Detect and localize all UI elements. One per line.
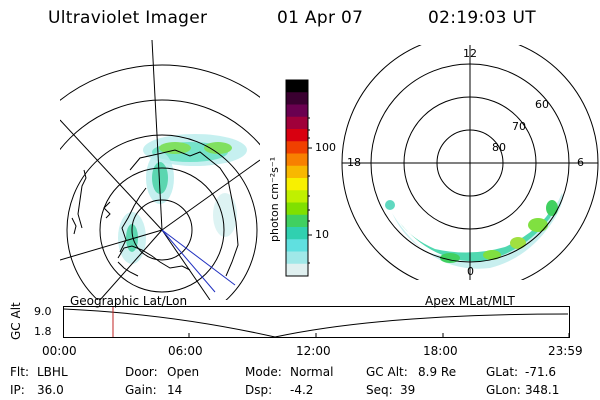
polar-mlt-plot [341,45,599,280]
glon-key: GLon: [486,383,521,397]
colorbar-scale [286,80,308,277]
colorbar-segment [286,141,308,154]
mlat-label-70: 70 [512,120,526,133]
colorbar-segment [286,80,308,93]
antarctic-coast [117,245,191,271]
auroral-oval [385,193,563,269]
geographic-title: Geographic Lat/Lon [70,294,188,308]
colorbar-segment [286,116,308,130]
colorbar-segment [286,153,308,167]
ip-key: IP: [10,383,25,397]
mlat-label-60: 60 [535,98,549,111]
gain-key: Gain: [125,383,157,397]
colorbar-tick-100: 100 [315,141,336,154]
latitude-circles [60,64,260,300]
colorbar-segment [286,178,308,191]
colorbar [285,79,312,277]
gc-alt-axis-label: GC Alt [9,302,23,340]
colorbar-segment [286,227,308,240]
colorbar-segment [286,214,308,228]
auroral-emission [118,134,247,264]
date-label: 01 Apr 07 [277,8,364,28]
ip-value: 36.0 [37,383,64,397]
geographic-map [60,40,260,300]
magnetic-meridians [161,229,236,293]
alt-ymax: 9.0 [34,305,52,318]
time-tick-0000: 00:00 [42,344,77,358]
mode-key: Mode: [245,365,282,379]
colorbar-unit-label: photon cm⁻²s⁻¹ [268,156,281,242]
glat-key: GLat: [486,365,519,379]
colorbar-segment [286,129,308,142]
glon-value: 348.1 [525,383,560,397]
time-tick-0600: 06:00 [168,344,203,358]
seq-value: 39 [400,383,416,397]
colorbar-segment [286,104,308,118]
dsp-key: Dsp: [245,383,273,397]
altitude-curve [63,308,569,338]
flt-value: LBHL [37,365,68,379]
colorbar-tick-10: 10 [315,228,329,241]
mlt-label-18: 18 [347,156,361,169]
meridians [60,40,260,300]
coastlines [71,149,239,277]
gain-value: 14 [167,383,183,397]
altitude-strip-plot [63,306,570,338]
colorbar-segment [286,251,308,265]
door-key: Door: [125,365,158,379]
mlt-label-12: 12 [463,47,477,60]
colorbar-segment [286,165,308,179]
colorbar-segment [286,263,308,277]
gcalt-key: GC Alt: [366,365,408,379]
seq-key: Seq: [366,383,393,397]
flt-key: Flt: [10,365,29,379]
dsp-value: -4.2 [290,383,314,397]
time-tick-2359: 23:59 [548,344,583,358]
mode-value: Normal [290,365,334,379]
alt-ymin: 1.8 [34,325,52,338]
time-tick-1800: 18:00 [423,344,458,358]
glat-value: -71.6 [525,365,557,379]
colorbar-segment [286,239,308,252]
mlt-label-0: 0 [467,265,474,278]
instrument-title: Ultraviolet Imager [48,8,208,28]
gcalt-value: 8.9 Re [418,365,457,379]
mlat-label-80: 80 [492,141,506,154]
apex-title: Apex MLat/MLT [425,294,515,308]
time-label: 02:19:03 UT [428,8,536,28]
mlt-label-6: 6 [577,156,584,169]
colorbar-segment [286,190,308,203]
door-value: Open [167,365,200,379]
mlt-axes [342,45,598,280]
colorbar-segment [286,202,308,216]
colorbar-segment [286,92,308,105]
time-tick-1200: 12:00 [296,344,331,358]
